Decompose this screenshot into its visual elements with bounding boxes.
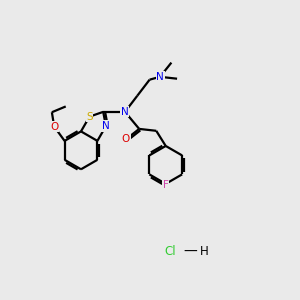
Text: F: F bbox=[163, 180, 169, 190]
Text: O: O bbox=[50, 122, 58, 132]
Text: H: H bbox=[200, 245, 209, 259]
Text: Cl: Cl bbox=[164, 245, 176, 259]
Text: N: N bbox=[102, 121, 110, 131]
Text: N: N bbox=[156, 72, 164, 82]
Text: N: N bbox=[121, 107, 129, 117]
Text: —: — bbox=[184, 245, 198, 259]
Text: S: S bbox=[86, 112, 93, 122]
Text: O: O bbox=[122, 134, 130, 144]
